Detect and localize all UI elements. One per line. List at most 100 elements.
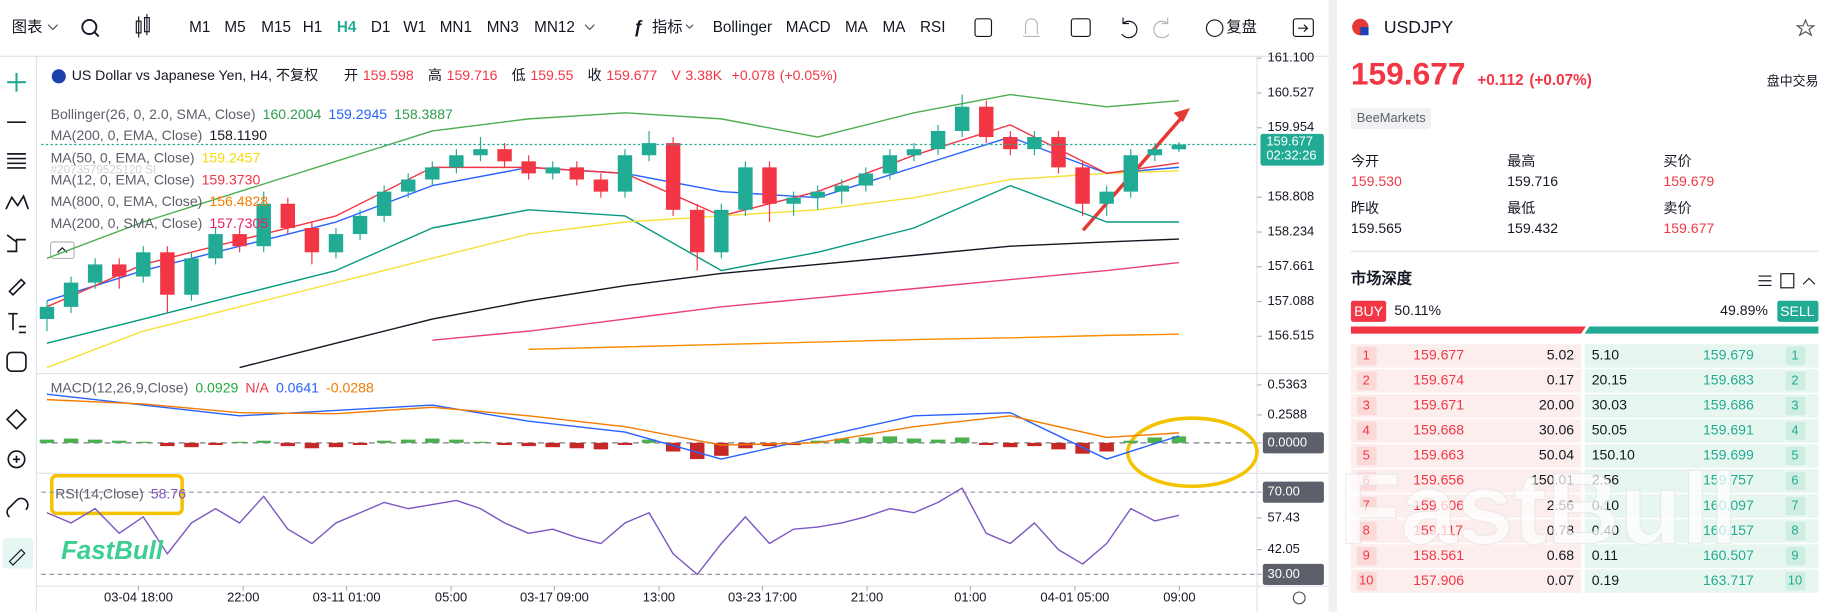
candle-body bbox=[810, 191, 825, 198]
bid-price: 159.677 bbox=[1413, 347, 1464, 363]
ask-row-bg bbox=[1584, 469, 1819, 493]
macd-histogram-bar bbox=[256, 440, 271, 443]
ask-price: 163.717 bbox=[1703, 572, 1754, 588]
timeframe-button[interactable]: M15 bbox=[261, 19, 291, 36]
candle-body bbox=[1123, 155, 1138, 192]
list-icon[interactable] bbox=[1758, 275, 1772, 287]
layout-icon[interactable] bbox=[974, 18, 993, 38]
ask-price: 159.679 bbox=[1703, 347, 1754, 363]
bid-volume: 30.06 bbox=[1539, 422, 1574, 438]
ask-level: 6 bbox=[1791, 472, 1798, 487]
search-icon[interactable] bbox=[81, 19, 98, 36]
favorite-icon[interactable] bbox=[1795, 18, 1816, 37]
replay-icon[interactable] bbox=[1205, 19, 1224, 38]
y-tick-label: 70.00 bbox=[1268, 484, 1300, 499]
drawing-tools[interactable] bbox=[5, 72, 30, 518]
bid-row-bg bbox=[1350, 494, 1582, 518]
level-badge bbox=[1356, 346, 1377, 366]
bid-row-bg bbox=[1350, 444, 1582, 468]
bid-price: 159.671 bbox=[1413, 397, 1464, 413]
fx-icon[interactable]: ƒ bbox=[633, 17, 643, 37]
indicator-button[interactable]: Bollinger bbox=[713, 19, 772, 36]
timeframe-button[interactable]: D1 bbox=[371, 19, 391, 36]
candle-icon[interactable] bbox=[135, 14, 150, 38]
candle-body bbox=[449, 155, 464, 168]
macd-histogram-bar bbox=[184, 442, 199, 448]
ask-volume: 20.15 bbox=[1592, 372, 1627, 388]
candle-body bbox=[906, 149, 922, 156]
indicator-label: MA(200, 0, EMA, Close) bbox=[51, 127, 203, 143]
stat-value: 159.677 bbox=[1663, 220, 1714, 236]
ask-row-bg bbox=[1584, 519, 1819, 543]
indicators-menu[interactable]: 指标 bbox=[652, 19, 683, 36]
book-icon[interactable] bbox=[1780, 273, 1795, 289]
indicator-button[interactable]: RSI bbox=[920, 19, 945, 36]
settings-icon[interactable] bbox=[1292, 591, 1306, 605]
x-tick-label: 21:00 bbox=[851, 589, 883, 604]
calendar-icon[interactable] bbox=[1070, 18, 1091, 38]
sell-badge bbox=[1777, 300, 1819, 322]
stat-value: 159.530 bbox=[1351, 173, 1402, 189]
indicator-value: N/A bbox=[245, 380, 269, 396]
macd-histogram-bar bbox=[593, 442, 609, 450]
fullscreen-icon[interactable] bbox=[1292, 18, 1314, 38]
timeframe-button[interactable]: W1 bbox=[403, 19, 426, 36]
candle-body bbox=[882, 155, 898, 174]
indicator-button[interactable]: MACD bbox=[786, 19, 831, 36]
bid-row-bg bbox=[1350, 469, 1582, 493]
ask-price: 160.507 bbox=[1703, 547, 1754, 563]
bid-level: 2 bbox=[1363, 372, 1370, 387]
candle-body bbox=[473, 149, 488, 156]
timeframe-button[interactable]: H1 bbox=[303, 19, 323, 36]
timeframe-button[interactable]: MN12 bbox=[534, 19, 575, 36]
chevron[interactable] bbox=[584, 24, 595, 31]
macd-histogram-bar bbox=[954, 437, 970, 443]
redo-icon[interactable] bbox=[1153, 17, 1170, 39]
undo-icon[interactable] bbox=[1121, 17, 1138, 39]
bid-price: 159.117 bbox=[1413, 522, 1463, 538]
x-tick-label: 05:00 bbox=[435, 589, 467, 604]
buy-share-bar bbox=[1350, 326, 1586, 334]
level-badge bbox=[1356, 546, 1377, 566]
indicator-value: 158.1190 bbox=[209, 127, 267, 143]
timeframe-button[interactable]: MN3 bbox=[487, 19, 519, 36]
stat-label: 昨收 bbox=[1351, 200, 1379, 216]
timeframe-button[interactable]: H4 bbox=[337, 19, 357, 36]
macd-histogram-bar bbox=[497, 442, 512, 446]
ask-level: 3 bbox=[1791, 397, 1798, 412]
timeframe-button[interactable]: M1 bbox=[189, 19, 210, 36]
ask-price: 159.683 bbox=[1703, 372, 1754, 388]
macd-histogram-bar bbox=[111, 440, 127, 443]
alert-icon[interactable] bbox=[1023, 18, 1040, 38]
replay-button[interactable]: 复盘 bbox=[1226, 18, 1257, 36]
current-price-label: 159.677 bbox=[1266, 134, 1313, 149]
x-tick-label: 03-17 09:00 bbox=[520, 589, 589, 604]
indicator-button[interactable]: MA bbox=[845, 19, 869, 36]
broker: BeeMarkets bbox=[1357, 110, 1426, 125]
level-badge bbox=[1785, 421, 1806, 441]
indicator-line bbox=[239, 238, 1179, 369]
logo: FastBull bbox=[61, 537, 164, 565]
indicator-line bbox=[46, 184, 1179, 344]
y-tick-label: 0.5363 bbox=[1268, 376, 1307, 391]
indicator-line bbox=[432, 261, 1180, 341]
timeframe-button[interactable]: M5 bbox=[224, 19, 245, 36]
level-badge bbox=[1785, 446, 1806, 466]
ask-level: 8 bbox=[1791, 522, 1798, 537]
candle-body bbox=[665, 143, 681, 210]
quote-label: 高 bbox=[428, 67, 442, 83]
collapse-icon[interactable] bbox=[1802, 277, 1816, 285]
flag-icon bbox=[1360, 27, 1369, 36]
bid-volume: 2.56 bbox=[1547, 497, 1575, 513]
depth-title: 市场深度 bbox=[1351, 270, 1413, 288]
chevron[interactable] bbox=[47, 24, 59, 31]
level-badge bbox=[1356, 446, 1377, 466]
chart-title: US Dollar vs Japanese Yen, H4, 不复权 bbox=[72, 67, 318, 83]
ask-volume: 30.03 bbox=[1592, 397, 1627, 413]
indicator-button[interactable]: MA bbox=[883, 19, 907, 36]
indicator-label: RSI(14,Close) bbox=[55, 485, 143, 501]
timeframe-button[interactable]: MN1 bbox=[440, 19, 472, 36]
ask-volume: 150.10 bbox=[1592, 447, 1635, 463]
level-badge bbox=[1785, 371, 1806, 391]
chart-menu[interactable]: 图表 bbox=[12, 19, 43, 36]
